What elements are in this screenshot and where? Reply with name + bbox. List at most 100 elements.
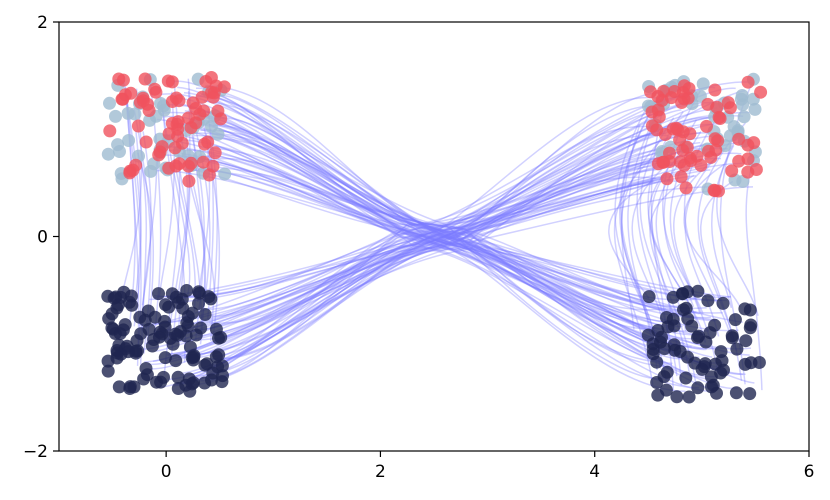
source-top-point [103,124,117,138]
source-bottom-point [112,380,126,394]
flow-line [184,168,666,323]
target-bottom-point [738,302,752,316]
y-axis-ticks: −2 0 2 [23,13,59,462]
x-tick-label: 4 [589,462,600,482]
source-bottom-point [152,287,165,301]
flow-line [176,180,688,356]
target-top-point [684,154,698,168]
flow-line [193,132,697,313]
x-axis-ticks: 0 2 4 6 [161,451,815,482]
flow-line [192,155,688,382]
target-top-point [712,110,726,124]
flow-line [152,115,719,299]
flow-line [192,157,658,377]
source-bottom-point [138,313,152,327]
source-top-point [103,96,116,110]
target-bottom-point [714,366,728,380]
source-bottom-point [198,308,212,321]
target-top-point [668,85,681,98]
flow-line [631,164,667,323]
source-bottom-point [111,298,125,312]
flow-line [162,147,705,338]
source-bottom-point [171,328,185,342]
target-bottom-point [642,290,656,304]
y-tick-label: −2 [23,442,48,462]
source-bottom-point [124,289,138,303]
target-bottom-point [682,390,696,404]
flow-line [176,109,682,385]
flow-line [168,104,700,315]
flow-line [613,147,664,386]
flow-line [212,162,703,357]
target-top-point [701,97,715,111]
x-tick-label: 6 [804,462,815,482]
source-top-point [144,164,158,178]
source-top-point [109,109,122,123]
source-top-point [197,104,211,118]
flow-line [213,117,655,363]
flow-line [139,101,717,329]
source-top-point [101,147,115,161]
flow-line [614,99,652,321]
flow-line [211,104,651,317]
target-bottom-point [655,330,668,344]
flow-line [159,146,716,322]
source-top-point [128,107,142,121]
y-tick-label: 2 [37,13,48,33]
flow-line [170,100,699,303]
flow-line [213,125,711,319]
target-top-point [675,96,689,109]
target-bottom-point [728,313,742,327]
flow-line [156,118,715,391]
source-top-point [162,127,176,141]
flow-line [195,87,693,318]
target-top-point [660,172,674,186]
flow-line [183,91,718,321]
flow-line [162,162,716,381]
source-bottom-point [171,296,185,310]
flow-line [178,147,728,343]
source-top-point [143,113,157,127]
source-top-point [141,97,155,111]
flow-line [152,186,754,363]
flow-line [145,130,660,345]
source-bottom-point [158,351,172,365]
flow-line [209,94,689,324]
source-bottom-point [169,354,183,368]
target-bottom-point [743,387,757,401]
target-top-point [708,83,722,97]
flow-line [208,123,739,332]
flow-line [151,96,659,324]
target-bottom-point [660,311,673,324]
target-bottom-point [692,329,706,343]
flow-line [683,101,735,349]
source-top-point [139,135,153,149]
target-bottom-point [716,296,730,310]
source-bottom-point [112,338,126,352]
target-top-point [650,123,664,137]
source-top-point [165,75,179,89]
source-top-point [131,119,145,133]
flow-line [216,135,722,359]
target-top-point [700,119,713,133]
flow-line [178,160,670,359]
flow-line [683,163,741,308]
source-bottom-point [140,368,154,382]
flow-line [205,85,683,347]
source-top-point [184,156,198,170]
flow-line [154,181,658,298]
source-top-point [126,163,140,177]
source-bottom-point [187,349,201,363]
source-bottom-point [127,380,141,394]
flow-line [216,145,682,308]
flow-line [171,97,663,380]
flow-line [172,123,714,387]
flow-line [208,162,655,366]
target-top-point [673,155,687,169]
target-bottom-point [679,371,693,385]
source-bottom-point [185,377,199,391]
x-tick-label: 0 [161,462,172,482]
flow-line [218,94,719,350]
flow-line [183,123,722,329]
